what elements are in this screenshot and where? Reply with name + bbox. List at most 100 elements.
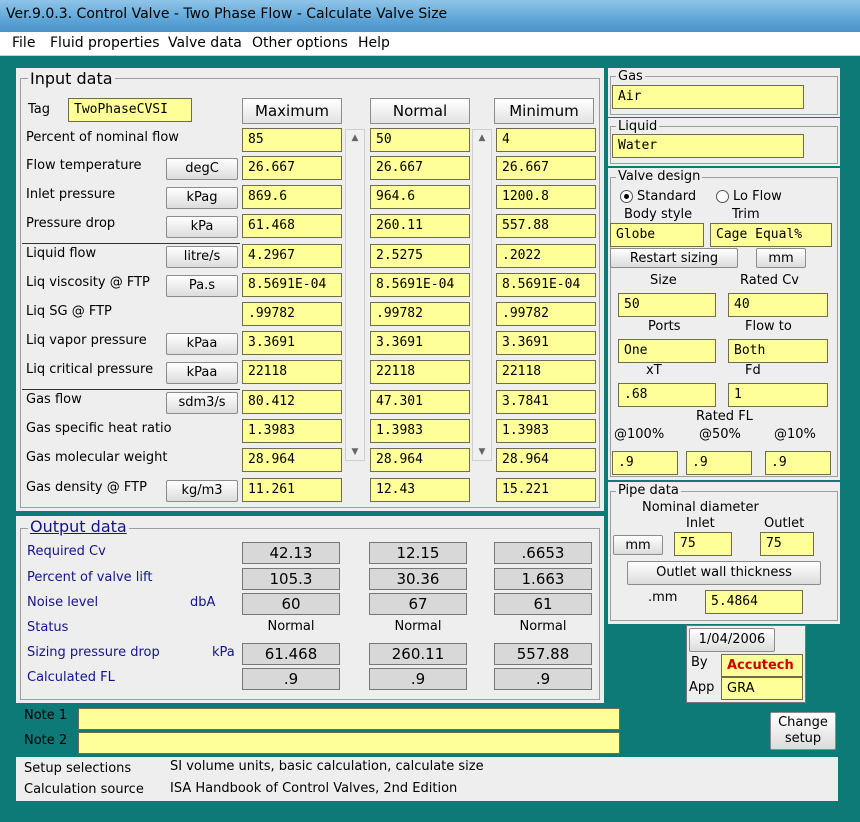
input-min-field[interactable]: 1200.8	[496, 185, 596, 209]
input-min-field[interactable]: .99782	[496, 302, 596, 326]
liquid-field[interactable]: Water	[612, 134, 804, 158]
input-max-field[interactable]: 4.2967	[242, 244, 342, 268]
input-max-field[interactable]: 26.667	[242, 156, 342, 180]
unit-button[interactable]: kPaa	[166, 362, 238, 384]
unit-button[interactable]: litre/s	[166, 246, 238, 268]
rated-cv-field[interactable]: 40	[728, 293, 828, 317]
input-max-field[interactable]: 8.5691E-04	[242, 273, 342, 297]
input-max-field[interactable]: 1.3983	[242, 419, 342, 443]
input-max-field[interactable]: 869.6	[242, 185, 342, 209]
input-min-field[interactable]: 22118	[496, 360, 596, 384]
menu-fluid-properties[interactable]: Fluid properties	[50, 35, 160, 51]
input-min-field[interactable]: 3.7841	[496, 390, 596, 414]
input-max-field[interactable]: 3.3691	[242, 331, 342, 355]
fl-50-field[interactable]: .9	[686, 451, 752, 475]
input-max-field[interactable]: 80.412	[242, 390, 342, 414]
scroll-up-icon[interactable]: ▲	[478, 133, 486, 143]
input-min-field[interactable]: 28.964	[496, 448, 596, 472]
input-min-field[interactable]: 557.88	[496, 214, 596, 238]
input-min-field[interactable]: 4	[496, 128, 596, 152]
input-min-field[interactable]: 3.3691	[496, 331, 596, 355]
date-button[interactable]: 1/04/2006	[689, 628, 775, 652]
menu-other-options[interactable]: Other options	[252, 35, 348, 51]
input-max-field[interactable]: 22118	[242, 360, 342, 384]
output-normal-value: 30.36	[369, 568, 467, 590]
input-max-field[interactable]: 85	[242, 128, 342, 152]
app-field[interactable]: GRA	[721, 677, 803, 700]
flow-to-field[interactable]: Both	[728, 339, 828, 363]
pipe-mm-button[interactable]: mm	[613, 535, 663, 555]
nominal-diameter-label: Nominal diameter	[642, 500, 759, 515]
max-normal-scrollbar[interactable]: ▲ ▼	[345, 129, 365, 461]
tag-field[interactable]: TwoPhaseCVSI	[68, 98, 192, 122]
input-row-label: Liq viscosity @ FTP	[26, 275, 150, 290]
minimum-button[interactable]: Minimum	[494, 98, 594, 124]
input-normal-field[interactable]: 8.5691E-04	[370, 273, 470, 297]
ports-field[interactable]: One	[618, 339, 716, 363]
standard-radio[interactable]	[620, 190, 633, 203]
unit-button[interactable]: degC	[166, 158, 238, 180]
by-field[interactable]: Accutech	[721, 654, 803, 677]
input-normal-field[interactable]: 50	[370, 128, 470, 152]
input-max-field[interactable]: 61.468	[242, 214, 342, 238]
input-normal-field[interactable]: .99782	[370, 302, 470, 326]
normal-button[interactable]: Normal	[370, 98, 470, 124]
maximum-button[interactable]: Maximum	[242, 98, 342, 124]
menu-file[interactable]: File	[12, 35, 36, 51]
input-max-field[interactable]: 11.261	[242, 478, 342, 502]
input-max-field[interactable]: 28.964	[242, 448, 342, 472]
trim-field[interactable]: Cage Equal%	[710, 223, 832, 247]
input-normal-field[interactable]: 26.667	[370, 156, 470, 180]
output-row-label: Sizing pressure drop	[27, 645, 160, 660]
output-row-label: Calculated FL	[27, 670, 115, 685]
scroll-down-icon[interactable]: ▼	[351, 447, 359, 457]
input-min-field[interactable]: .2022	[496, 244, 596, 268]
body-style-label: Body style	[624, 207, 693, 222]
input-min-field[interactable]: 8.5691E-04	[496, 273, 596, 297]
input-min-field[interactable]: 1.3983	[496, 419, 596, 443]
input-normal-field[interactable]: 28.964	[370, 448, 470, 472]
xt-field[interactable]: .68	[618, 383, 716, 407]
valve-mm-button[interactable]: mm	[756, 248, 806, 268]
input-normal-field[interactable]: 964.6	[370, 185, 470, 209]
input-normal-field[interactable]: 22118	[370, 360, 470, 384]
input-normal-field[interactable]: 1.3983	[370, 419, 470, 443]
size-field[interactable]: 50	[618, 293, 716, 317]
change-setup-button[interactable]: Change setup	[770, 712, 836, 750]
input-normal-field[interactable]: 47.301	[370, 390, 470, 414]
normal-min-scrollbar[interactable]: ▲ ▼	[472, 129, 492, 461]
unit-button[interactable]: Pa.s	[166, 275, 238, 297]
input-normal-field[interactable]: 260.11	[370, 214, 470, 238]
note-2-field[interactable]	[78, 732, 620, 754]
app-label: App	[689, 680, 715, 695]
unit-button[interactable]: kg/m3	[166, 480, 238, 502]
wall-thickness-field[interactable]: 5.4864	[705, 590, 803, 614]
fl-10-field[interactable]: .9	[765, 451, 831, 475]
input-max-field[interactable]: .99782	[242, 302, 342, 326]
input-min-field[interactable]: 26.667	[496, 156, 596, 180]
lo-flow-radio[interactable]	[716, 190, 729, 203]
input-normal-field[interactable]: 2.5275	[370, 244, 470, 268]
unit-button[interactable]: kPag	[166, 187, 238, 209]
restart-sizing-button[interactable]: Restart sizing	[610, 248, 738, 268]
valve-design-title: Valve design	[616, 169, 703, 185]
fd-field[interactable]: 1	[728, 383, 828, 407]
unit-button[interactable]: kPaa	[166, 333, 238, 355]
menu-valve-data[interactable]: Valve data	[168, 35, 242, 51]
scroll-down-icon[interactable]: ▼	[478, 447, 486, 457]
scroll-up-icon[interactable]: ▲	[351, 133, 359, 143]
outlet-wall-thickness-button[interactable]: Outlet wall thickness	[627, 561, 821, 585]
fl-100-field[interactable]: .9	[612, 451, 678, 475]
note-1-field[interactable]	[78, 708, 620, 730]
menu-help[interactable]: Help	[358, 35, 390, 51]
pipe-inlet-field[interactable]: 75	[674, 532, 732, 556]
body-style-field[interactable]: Globe	[610, 223, 704, 247]
input-min-field[interactable]: 15.221	[496, 478, 596, 502]
gas-field[interactable]: Air	[612, 85, 804, 109]
input-normal-field[interactable]: 12.43	[370, 478, 470, 502]
unit-button[interactable]: kPa	[166, 216, 238, 238]
fl-100-label: @100%	[614, 427, 665, 442]
input-normal-field[interactable]: 3.3691	[370, 331, 470, 355]
unit-button[interactable]: sdm3/s	[166, 392, 238, 414]
pipe-outlet-field[interactable]: 75	[760, 532, 814, 556]
